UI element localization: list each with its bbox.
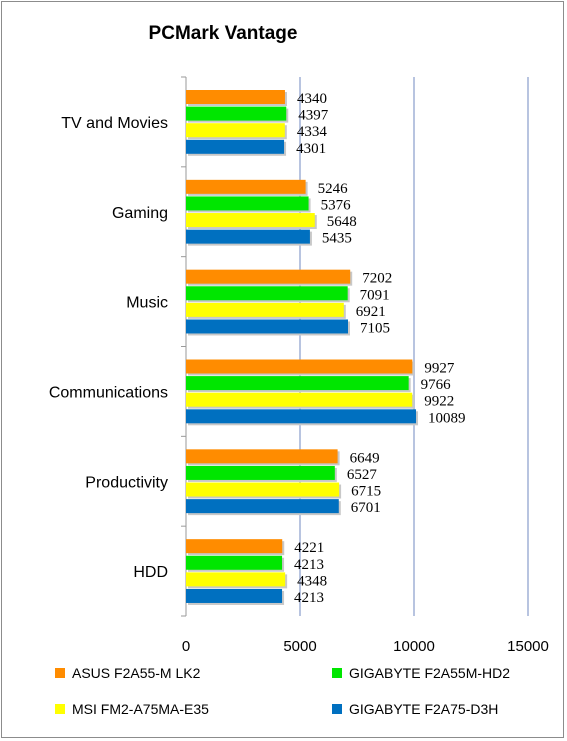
legend-swatch [55,668,65,678]
data-label: 9927 [424,361,455,377]
data-label: 5648 [327,214,357,230]
data-label: 4221 [294,540,324,556]
bar [186,213,315,228]
bar [186,302,344,317]
bar [186,555,283,570]
bar [186,269,351,284]
bar [186,409,417,424]
data-label: 4213 [294,590,324,606]
category-label: Music [126,295,168,312]
data-label: 5246 [318,181,349,197]
bar [186,196,309,211]
bar [186,286,348,301]
data-label: 5435 [322,231,352,247]
bar [186,465,335,480]
bar [186,106,287,121]
data-label: 6701 [351,500,381,516]
bar [186,139,285,154]
bar [186,392,413,407]
legend-label: ASUS F2A55-M LK2 [72,665,201,681]
bar [186,449,338,464]
data-label: 9766 [421,377,452,393]
data-label: 6715 [351,484,381,500]
bar [186,376,409,391]
bar [186,123,285,138]
legend: ASUS F2A55-M LK2 GIGABYTE F2A55M-HD2 MSI F… [55,665,510,717]
bar [186,90,285,104]
data-label: 4340 [297,91,327,107]
x-tick-label: 5000 [283,638,316,655]
data-label: 4213 [294,557,324,573]
category-label: HDD [133,564,168,581]
data-label: 7202 [362,271,392,287]
legend-label: GIGABYTE F2A55M-HD2 [349,665,510,681]
data-label: 10089 [428,410,466,426]
data-label: 6649 [350,450,380,466]
data-label: 4301 [296,141,326,157]
bar [186,572,286,587]
labels: 0 5000 10000 15000 TV and Movies 434043974334… [49,91,549,655]
data-label: 7105 [360,320,390,336]
category-label: TV and Movies [61,115,168,132]
chart-title: PCMark Vantage [149,23,298,44]
data-label: 6921 [356,304,386,320]
x-tick-label: 10000 [393,638,435,655]
bar [186,482,340,497]
data-label: 4334 [297,124,328,140]
category-label: Productivity [85,474,168,491]
category-label: Gaming [112,205,168,222]
bars [186,90,419,605]
bar [186,359,413,374]
data-label: 4348 [297,573,327,589]
legend-label: GIGABYTE F2A75-D3H [349,701,498,717]
bar [186,319,348,334]
grid [181,76,529,617]
data-label: 4397 [298,108,329,124]
data-label: 7091 [360,287,390,303]
data-label: 5376 [321,197,352,213]
bar [186,588,283,603]
legend-label: MSI FM2-A75MA-E35 [72,701,209,717]
bar [186,179,306,194]
category-label: Communications [49,384,168,401]
bar [186,229,310,244]
x-tick-label: 0 [182,638,190,655]
bar [186,499,339,514]
data-label: 6527 [347,467,378,483]
legend-swatch [332,668,342,678]
legend-swatch [55,704,65,714]
bar [186,539,283,554]
data-label: 9922 [424,394,454,410]
legend-swatch [332,704,342,714]
x-tick-label: 15000 [507,638,549,655]
